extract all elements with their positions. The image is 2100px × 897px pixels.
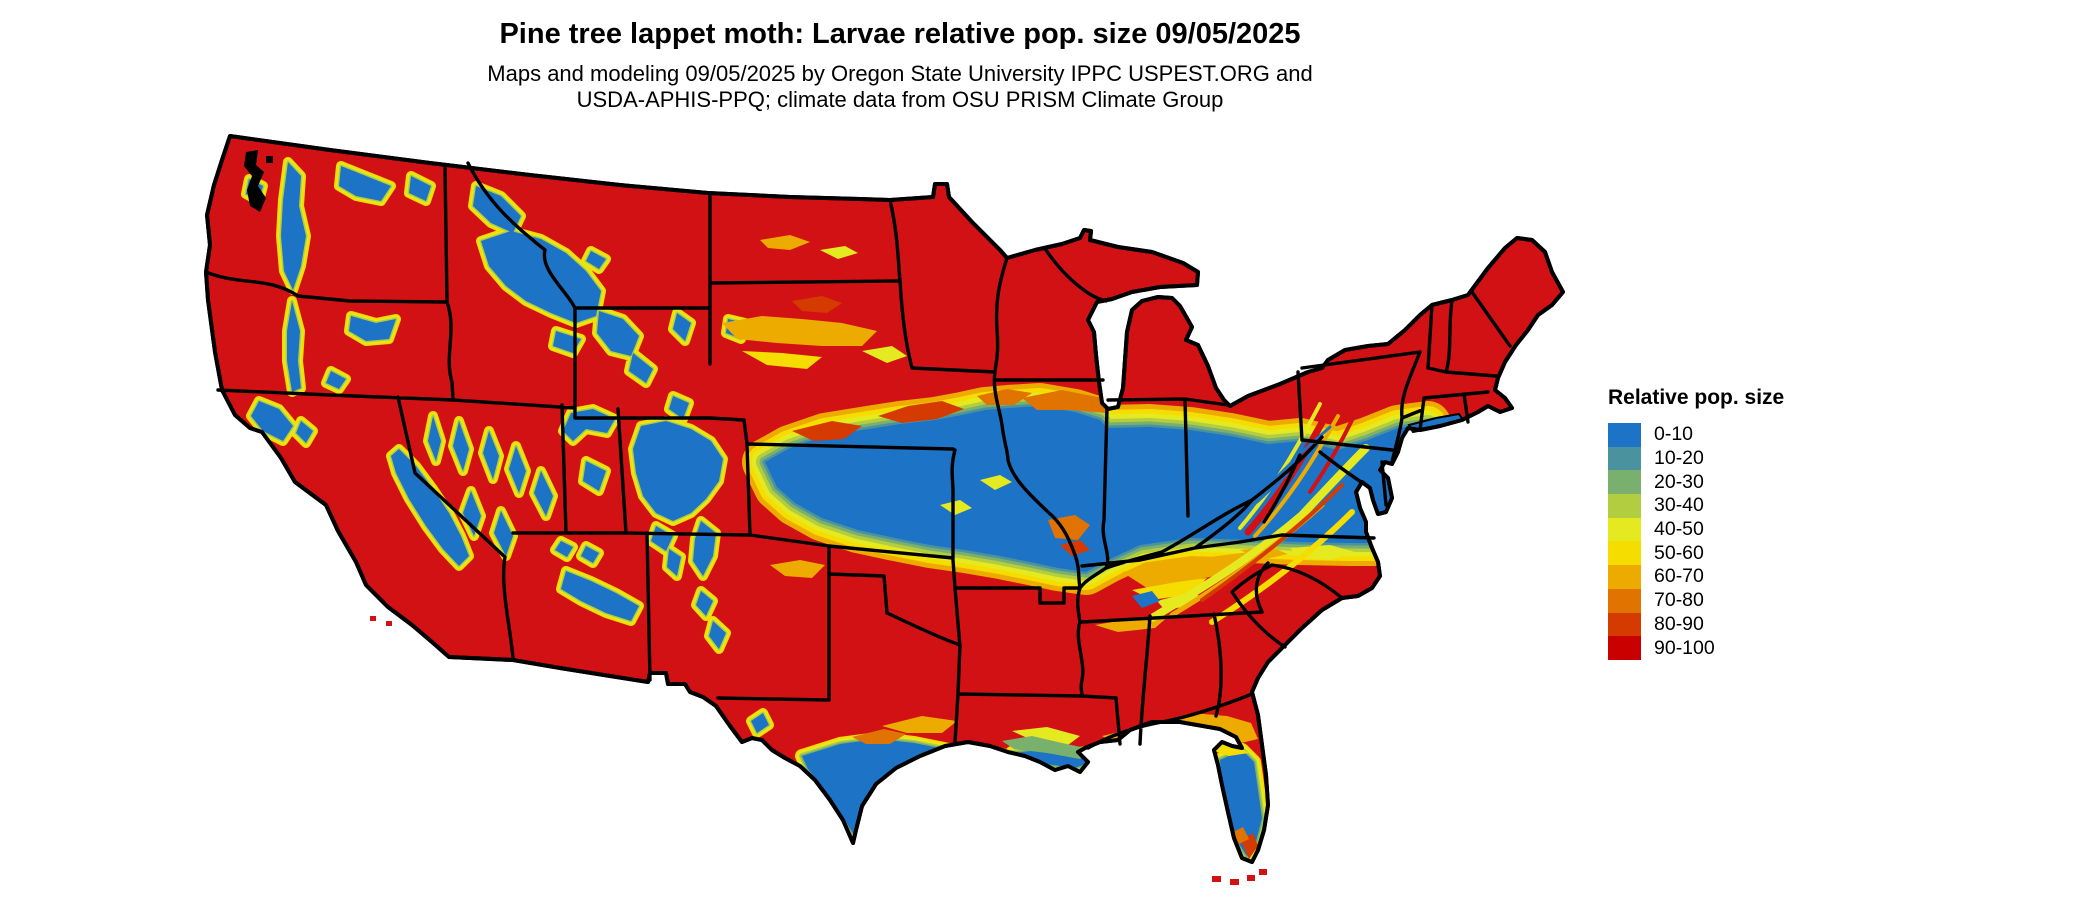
page-title: Pine tree lappet moth: Larvae relative p… [499, 18, 1301, 50]
legend-swatch [1608, 517, 1641, 542]
legend-title: Relative pop. size [1608, 386, 1785, 409]
legend-label: 60-70 [1654, 565, 1704, 588]
legend-swatch [1608, 494, 1641, 518]
legend-swatch [1608, 470, 1641, 495]
legend-swatch [1608, 541, 1641, 566]
legend-label: 80-90 [1654, 612, 1704, 635]
legend-swatch [1608, 446, 1641, 471]
legend-row: 40-50 [1608, 517, 1784, 542]
splotches-20-30 [1002, 736, 1090, 759]
legend-row: 0-10 [1608, 423, 1784, 447]
subtitle: Maps and modeling 09/05/2025 by Oregon S… [0, 61, 1800, 113]
legend-row: 90-100 [1608, 636, 1784, 660]
state-boundaries [204, 161, 1512, 750]
legend-swatch [1608, 588, 1641, 613]
puget-sound [244, 150, 273, 212]
legend-row: 30-40 [1608, 494, 1784, 518]
legend-row: 60-70 [1608, 565, 1784, 589]
subtitle-line-2: USDA-APHIS-PPQ; climate data from OSU PR… [576, 87, 1224, 112]
legend: Relative pop. size 0-10 10-20 20-30 30-40 40… [1608, 386, 1784, 660]
legend-label: 40-50 [1654, 518, 1704, 541]
legend-row: 10-20 [1608, 446, 1784, 471]
legend-row: 80-90 [1608, 612, 1784, 637]
legend-swatch [1608, 423, 1641, 447]
legend-swatch [1608, 565, 1641, 589]
legend-row: 20-30 [1608, 470, 1784, 495]
legend-row: 70-80 [1608, 588, 1784, 613]
legend-items: 0-10 10-20 20-30 30-40 40-50 50-60 60-70 70-80 8… [1608, 423, 1784, 660]
legend-label: 20-30 [1654, 470, 1704, 493]
appalachian-streaks [1148, 402, 1370, 625]
legend-label: 90-100 [1654, 636, 1715, 659]
raster-layers [246, 162, 1442, 859]
legend-label: 70-80 [1654, 589, 1704, 612]
legend-label: 30-40 [1654, 494, 1704, 517]
coastal-core-0-10 [802, 739, 1262, 856]
subtitle-line-1: Maps and modeling 09/05/2025 by Oregon S… [487, 61, 1313, 86]
legend-label: 10-20 [1654, 447, 1704, 470]
legend-swatch [1608, 636, 1641, 660]
legend-swatch [1608, 612, 1641, 637]
legend-label: 50-60 [1654, 541, 1704, 564]
legend-row: 50-60 [1608, 541, 1784, 566]
legend-label: 0-10 [1654, 423, 1694, 446]
